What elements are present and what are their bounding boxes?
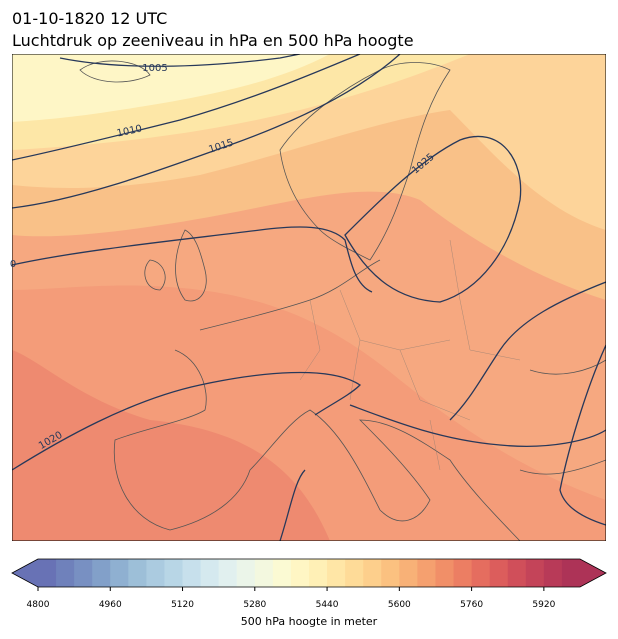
colorbar-bin: [272, 559, 292, 587]
contour-label: 1010: [116, 124, 143, 140]
colorbar-bin: [507, 559, 527, 587]
colorbar-bin: [489, 559, 509, 587]
colorbar-tick-label: 5600: [388, 600, 411, 610]
colorbar-tick-label: 5760: [460, 600, 483, 610]
subtitle: Luchtdruk op zeeniveau in hPa en 500 hPa…: [12, 31, 414, 50]
colorbar-bin: [38, 559, 57, 587]
colorbar-bin: [471, 559, 491, 587]
colorbar-bin: [146, 559, 165, 587]
coastline: [279, 62, 451, 261]
isobar: [559, 344, 606, 526]
colorbar-bin: [543, 559, 563, 587]
colorbar-bin: [381, 559, 400, 587]
isobar: [59, 54, 301, 67]
colorbar-bin: [417, 559, 436, 587]
colorbar-bin: [110, 559, 129, 587]
isobar: [12, 226, 373, 293]
colorbar-bin: [182, 559, 202, 587]
colorbar-bin: [56, 559, 75, 587]
colorbar-tick-label: 5120: [171, 600, 194, 610]
colorbar-bin: [236, 559, 256, 587]
isobar: [12, 371, 606, 471]
colorbar-bin: [128, 559, 147, 587]
colorbar-tick-label: 5440: [316, 600, 339, 610]
contour-label: 0: [10, 259, 16, 270]
map: [12, 54, 606, 541]
isobar: [279, 469, 306, 541]
coastline: [519, 359, 606, 475]
coastline: [79, 60, 151, 83]
colorbar-outline: [11, 558, 607, 588]
colorbar-bin: [345, 559, 364, 587]
colorbar-extend: [12, 559, 38, 587]
title: 01-10-1820 12 UTC: [12, 9, 167, 28]
colorbar-bin: [363, 559, 382, 587]
isobar: [12, 54, 361, 161]
colorbar-bin: [453, 559, 473, 587]
colorbar-bin: [327, 559, 346, 587]
colorbar-bin: [200, 559, 220, 587]
colorbar-extend: [580, 559, 606, 587]
colorbar-bin: [254, 559, 274, 587]
colorbar-bin: [525, 559, 545, 587]
colorbar-tick-label: 5280: [243, 600, 266, 610]
isobar: [344, 135, 522, 303]
isobar: [449, 281, 606, 421]
colorbar-bin: [309, 559, 328, 587]
colorbar-tick-label: 4960: [99, 600, 122, 610]
colorbar-tick-label: 4800: [27, 600, 50, 610]
colorbar-bin: [399, 559, 418, 587]
border: [299, 239, 521, 471]
colorbar-bin: [218, 559, 238, 587]
colorbar-bin: [92, 559, 111, 587]
contour-label: 1005: [142, 63, 167, 74]
colorbar-bin: [74, 559, 93, 587]
coastline: [144, 229, 207, 302]
colorbar-bin: [164, 559, 184, 587]
colorbar-bin: [435, 559, 455, 587]
colorbar-label: 500 hPa hoogte in meter: [241, 615, 378, 628]
isobar: [12, 54, 401, 209]
colorbar: 4800 4960 5120 5280 5440 5600 5760 5920: [11, 558, 607, 610]
colorbar-bin: [290, 559, 310, 587]
colorbar-bin: [561, 559, 581, 587]
colorbar-tick-label: 5920: [532, 600, 555, 610]
